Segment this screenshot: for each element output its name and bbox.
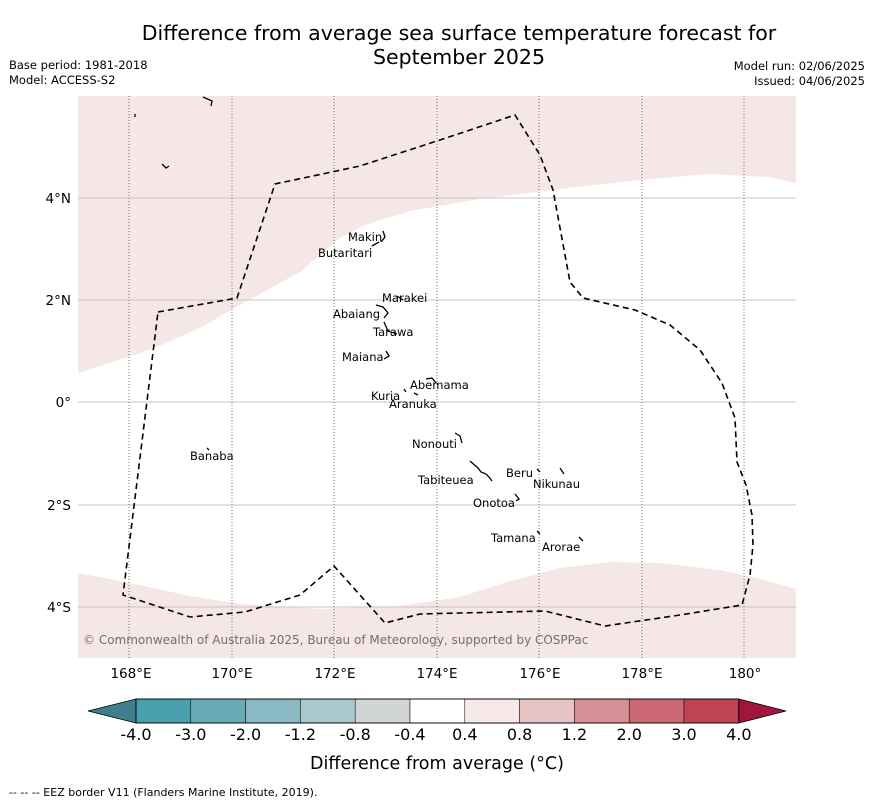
title-line-2: September 2025 (373, 45, 545, 69)
colorbar-arrow-low (87, 698, 137, 724)
label-banaba: Banaba (190, 449, 234, 463)
colorbar-title: Difference from average (°C) (310, 754, 564, 774)
colorbar-tick-label: 3.0 (671, 725, 696, 744)
island-onotoa (514, 493, 520, 502)
island-arorae (578, 536, 584, 542)
label-tarawa: Tarawa (372, 325, 413, 339)
colorbar-segment (354, 698, 411, 724)
colorbar-segment (300, 698, 356, 724)
island-kuria (403, 388, 419, 396)
label-nikunau: Nikunau (533, 477, 580, 491)
title-line-1: Difference from average sea surface temp… (141, 21, 777, 45)
chart-title: Difference from average sea surface temp… (0, 21, 873, 69)
label-maiana: Maiana (342, 350, 384, 364)
colorbar-segment (519, 698, 575, 724)
colorbar-tick-label: 2.0 (616, 725, 641, 744)
label-makin: Makin (348, 230, 382, 244)
lon-tick-174e: 174°E (416, 666, 457, 682)
colorbar-segment (245, 698, 301, 724)
colorbar-segment (190, 698, 246, 724)
lon-tick-176e: 176°E (519, 666, 560, 682)
colorbar-segment (628, 698, 685, 724)
colorbar-arrow-high (738, 698, 787, 724)
colorbar-tick-label: -2.0 (230, 725, 261, 744)
island-tarawa (383, 321, 398, 335)
label-marakei: Marakei (382, 291, 427, 305)
colorbar-tick-label: -1.2 (285, 725, 316, 744)
colorbar-segment (135, 698, 192, 724)
label-tamana: Tamana (490, 531, 536, 545)
lat-tick-2n: 2°N (46, 293, 71, 309)
island-tabiteuea (469, 460, 493, 482)
issued-date: Issued: 04/06/2025 (754, 74, 865, 88)
lon-tick-180: 180° (729, 666, 762, 682)
colorbar-tick-label: 1.2 (562, 725, 587, 744)
colorbar-tick-label: -0.8 (340, 725, 371, 744)
base-period: Base period: 1981-2018 (9, 58, 148, 72)
island-makin (380, 230, 386, 243)
copyright-notice: © Commonwealth of Australia 2025, Bureau… (83, 633, 588, 647)
north-anomaly-region (78, 96, 796, 373)
island-tamana (536, 530, 541, 535)
lat-tick-0: 0° (56, 395, 71, 411)
label-beru: Beru (506, 466, 533, 480)
label-butaritari: Butaritari (318, 246, 372, 260)
label-abaiang: Abaiang (333, 307, 380, 321)
colorbar-segment (409, 698, 466, 724)
colorbar-tick-label: 4.0 (726, 725, 751, 744)
map-area: Makin Butaritari Marakei Abaiang Tarawa … (78, 96, 796, 658)
lat-tick-4n: 4°N (46, 191, 71, 207)
island-beru (536, 468, 541, 473)
lat-tick-labels: 4°N 2°N 0° 2°S 4°S (46, 191, 71, 616)
colorbar: -4.0 -3.0 -2.0 -1.2 -0.8 -0.4 0.4 0.8 1.2 2.0 3.0 4… (87, 698, 787, 744)
colorbar-tick-label: 0.4 (452, 725, 477, 744)
island-maiana (383, 350, 390, 360)
label-tabiteuea: Tabiteuea (417, 473, 474, 487)
meta-right: Model run: 02/06/2025 Issued: 04/06/2025 (734, 59, 865, 89)
lat-tick-4s: 4°S (47, 600, 71, 616)
lat-tick-2s: 2°S (47, 498, 71, 514)
island-marakei (396, 295, 404, 301)
island-butaritari (371, 241, 380, 247)
label-kuria: Kuria (371, 389, 400, 403)
island-banaba (206, 447, 210, 451)
lon-tick-178e: 178°E (621, 666, 662, 682)
label-nonouti: Nonouti (412, 437, 457, 451)
model-name: Model: ACCESS-S2 (9, 73, 116, 87)
eez-border (122, 114, 754, 627)
label-aranuka: Aranuka (389, 397, 437, 411)
colorbar-segment (574, 698, 630, 724)
footer-note: -- -- -- EEZ border V11 (Flanders Marine… (9, 786, 318, 799)
colorbar-tick-label: -3.0 (175, 725, 206, 744)
lon-tick-170e: 170°E (211, 666, 252, 682)
island-nonouti (454, 432, 463, 444)
colorbar-segment (683, 698, 740, 724)
meta-left: Base period: 1981-2018 Model: ACCESS-S2 (9, 58, 148, 88)
colorbar-tick-label: 0.8 (507, 725, 532, 744)
lon-gridlines (128, 96, 745, 658)
island-marks-northwest (134, 96, 213, 169)
colorbar-tick-label: -4.0 (120, 725, 151, 744)
colorbar-tick-label: -0.4 (394, 725, 425, 744)
island-nikunau (559, 467, 565, 475)
island-abemama (425, 377, 437, 384)
place-labels: Makin Butaritari Marakei Abaiang Tarawa … (190, 230, 580, 554)
colorbar-segment (464, 698, 520, 724)
lon-tick-168e: 168°E (110, 666, 151, 682)
island-abaiang (375, 304, 389, 319)
lon-tick-labels: 168°E 170°E 172°E 174°E 176°E 178°E 180° (110, 666, 761, 682)
label-onotoa: Onotoa (473, 496, 515, 510)
islands (134, 96, 584, 542)
colorbar-outline (135, 698, 740, 724)
lon-tick-172e: 172°E (314, 666, 355, 682)
label-arorae: Arorae (542, 540, 580, 554)
model-run: Model run: 02/06/2025 (733, 59, 865, 73)
label-abemama: Abemama (410, 378, 469, 392)
